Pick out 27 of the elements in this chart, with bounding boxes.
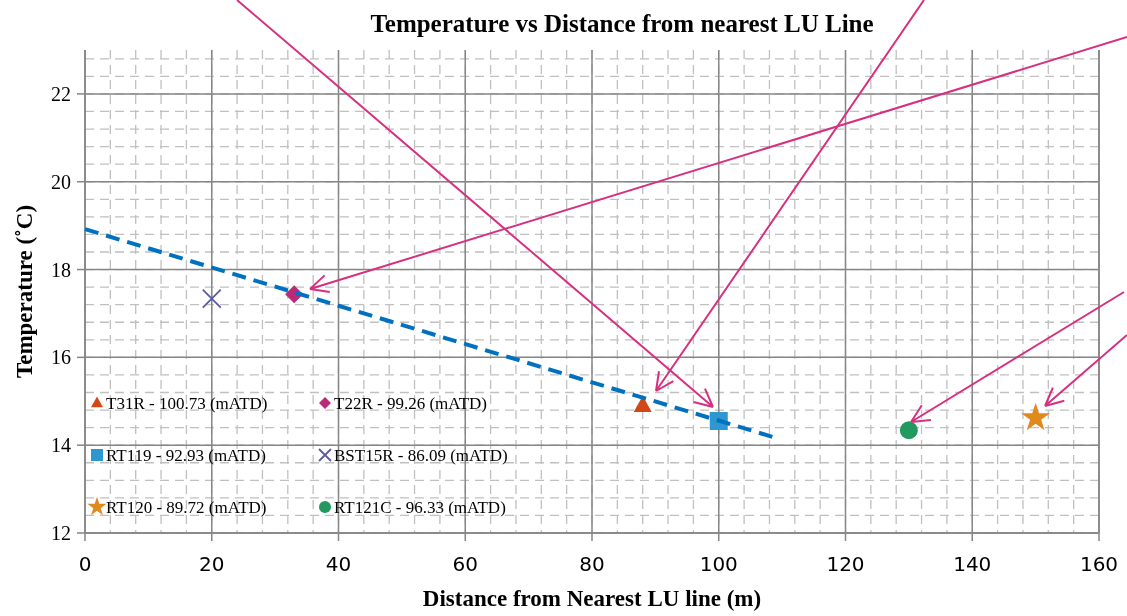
x-tick-label: 60 xyxy=(452,552,478,576)
y-tick-label: 20 xyxy=(51,170,71,193)
x-tick-label: 20 xyxy=(199,552,225,576)
point xyxy=(201,288,222,309)
y-tick-label: 18 xyxy=(51,258,71,281)
point xyxy=(1021,402,1051,431)
y-tick-label: 14 xyxy=(51,434,71,457)
legend-label: RT119 - 92.93 (mATD) xyxy=(106,445,266,465)
x-tick-label: 40 xyxy=(325,552,352,576)
legend-label: T31R - 100.73 (mATD) xyxy=(106,393,268,413)
y-tick-label: 16 xyxy=(51,346,71,369)
legend-label: T22R - 99.26 (mATD) xyxy=(334,393,487,413)
y-tick-label: 22 xyxy=(51,82,71,105)
chart-title: Temperature vs Distance from nearest LU Line xyxy=(370,10,874,37)
legend-label: RT121C - 96.33 (mATD) xyxy=(334,497,506,517)
y-tick-label: 12 xyxy=(51,522,71,544)
x-tick-label: 80 xyxy=(579,552,605,576)
x-axis-title: Distance from Nearest LU line (m) xyxy=(422,586,762,611)
x-tick-label: 100 xyxy=(699,552,738,576)
x-tick-label: 140 xyxy=(953,552,992,576)
point xyxy=(899,421,918,440)
legend-label: RT120 - 89.72 (mATD) xyxy=(106,497,267,517)
y-axis-title: Temperature (˚C) xyxy=(12,204,37,379)
x-tick-label: 160 xyxy=(1079,552,1119,576)
legend-label: BST15R - 86.09 (mATD) xyxy=(334,445,508,465)
x-tick-label: 120 xyxy=(826,552,865,576)
x-tick-label: 0 xyxy=(78,552,92,576)
